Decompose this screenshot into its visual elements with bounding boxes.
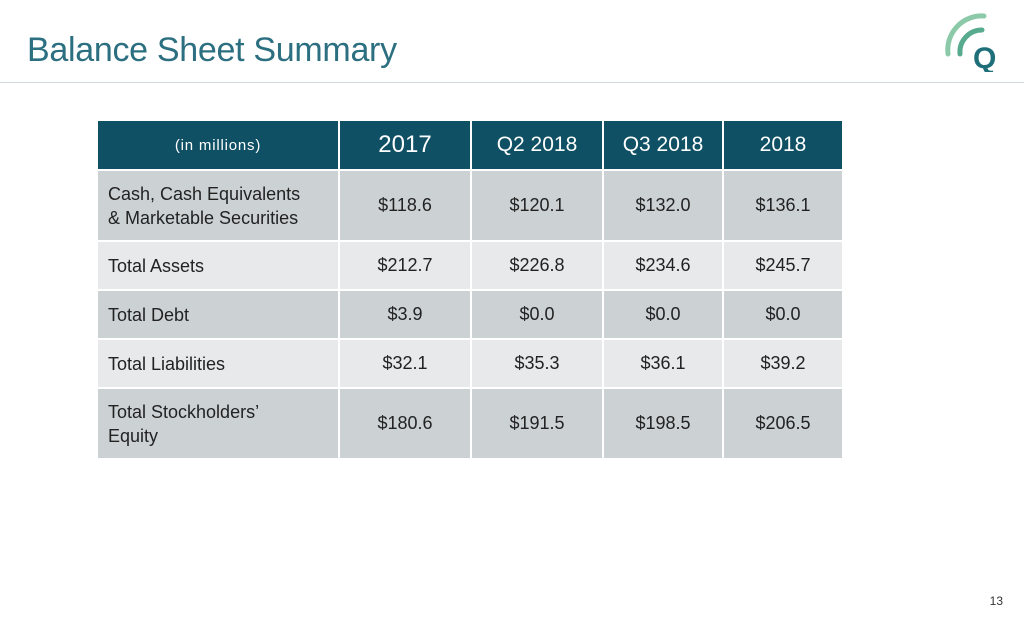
table-cell: $206.5: [724, 389, 842, 458]
title-divider: [0, 82, 1024, 83]
table-cell: $0.0: [604, 291, 722, 338]
table-row-cash: Cash, Cash Equivalents & Marketable Secur…: [98, 171, 842, 240]
table-row-stockholders-equity: Total Stockholders’ Equity $180.6 $191.5 …: [98, 389, 842, 458]
table-cell: $32.1: [340, 340, 470, 387]
column-header-2018: 2018: [724, 121, 842, 169]
row-label: Total Debt: [98, 291, 338, 338]
table-row-total-assets: Total Assets $212.7 $226.8 $234.6 $245.7: [98, 242, 842, 289]
table-cell: $0.0: [472, 291, 602, 338]
table-cell: $120.1: [472, 171, 602, 240]
row-label-line: Cash, Cash Equivalents: [108, 183, 301, 204]
row-label-line: Total Stockholders’: [108, 401, 260, 422]
table-cell: $226.8: [472, 242, 602, 289]
table-cell: $198.5: [604, 389, 722, 458]
table-cell: $118.6: [340, 171, 470, 240]
q-signal-logo-icon: Q: [945, 13, 996, 72]
row-label-line: Equity: [108, 425, 159, 446]
table-cell: $132.0: [604, 171, 722, 240]
balance-sheet-table: (in millions) 2017 Q2 2018 Q3 2018 2018 …: [96, 119, 844, 460]
table-cell: $191.5: [472, 389, 602, 458]
table-cell: $212.7: [340, 242, 470, 289]
table-cell: $39.2: [724, 340, 842, 387]
table-cell: $36.1: [604, 340, 722, 387]
unit-header: (in millions): [98, 121, 338, 169]
row-label: Total Stockholders’ Equity: [98, 389, 338, 458]
logo-letter: Q: [973, 42, 996, 72]
column-header-q3-2018: Q3 2018: [604, 121, 722, 169]
row-label-line: & Marketable Securities: [108, 207, 299, 228]
table-cell: $0.0: [724, 291, 842, 338]
table-header-row: (in millions) 2017 Q2 2018 Q3 2018 2018: [98, 121, 842, 169]
table-row-total-debt: Total Debt $3.9 $0.0 $0.0 $0.0: [98, 291, 842, 338]
table-cell: $245.7: [724, 242, 842, 289]
row-label: Cash, Cash Equivalents & Marketable Secur…: [98, 171, 338, 240]
page-title: Balance Sheet Summary: [27, 31, 397, 69]
column-header-q2-2018: Q2 2018: [472, 121, 602, 169]
row-label: Total Assets: [98, 242, 338, 289]
table-cell: $3.9: [340, 291, 470, 338]
table-cell: $180.6: [340, 389, 470, 458]
table-cell: $35.3: [472, 340, 602, 387]
table-cell: $234.6: [604, 242, 722, 289]
table-row-total-liabilities: Total Liabilities $32.1 $35.3 $36.1 $39.…: [98, 340, 842, 387]
page-number: 13: [989, 594, 1003, 608]
table-cell: $136.1: [724, 171, 842, 240]
column-header-2017: 2017: [340, 121, 470, 169]
row-label: Total Liabilities: [98, 340, 338, 387]
